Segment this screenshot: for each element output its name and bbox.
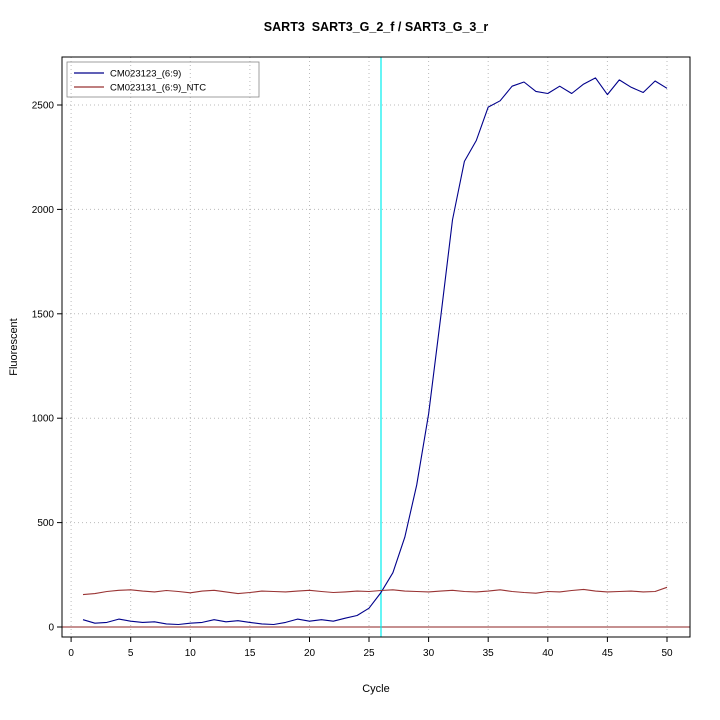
x-axis-label: Cycle (362, 683, 390, 695)
x-tick-label: 45 (602, 648, 614, 659)
series-line-1 (82, 586, 668, 596)
y-tick-label: 1000 (32, 414, 55, 425)
x-tick-label: 10 (185, 648, 197, 659)
chart-title: SART3 SART3_G_2_f / SART3_G_3_r (264, 20, 489, 34)
y-tick-label: 2000 (32, 205, 55, 216)
x-tick-label: 40 (542, 648, 554, 659)
x-tick-label: 15 (244, 648, 256, 659)
x-tick-label: 50 (661, 648, 673, 659)
legend: CM023123_(6:9) CM023131_(6:9)_NTC (66, 61, 260, 98)
x-tick-label: 35 (483, 648, 495, 659)
legend-entry-ntc: CM023131_(6:9)_NTC (110, 83, 206, 94)
series-line-0 (82, 77, 668, 626)
x-tick-label: 0 (68, 648, 74, 659)
x-tick-label: 30 (423, 648, 435, 659)
y-axis-label: Fluorescent (8, 318, 20, 375)
legend-box (66, 61, 260, 98)
y-tick-label: 1500 (32, 309, 55, 320)
y-tick-label: 0 (48, 623, 54, 634)
grid-layer (62, 57, 690, 637)
legend-entry-sample: CM023123_(6:9) (110, 69, 181, 80)
plot-border (61, 56, 691, 638)
series-layer (62, 57, 690, 637)
y-tick-label: 500 (37, 518, 54, 529)
x-tick-label: 25 (363, 648, 375, 659)
x-tick-label: 5 (128, 648, 134, 659)
y-tick-label: 2500 (32, 101, 55, 112)
x-tick-label: 20 (304, 648, 316, 659)
